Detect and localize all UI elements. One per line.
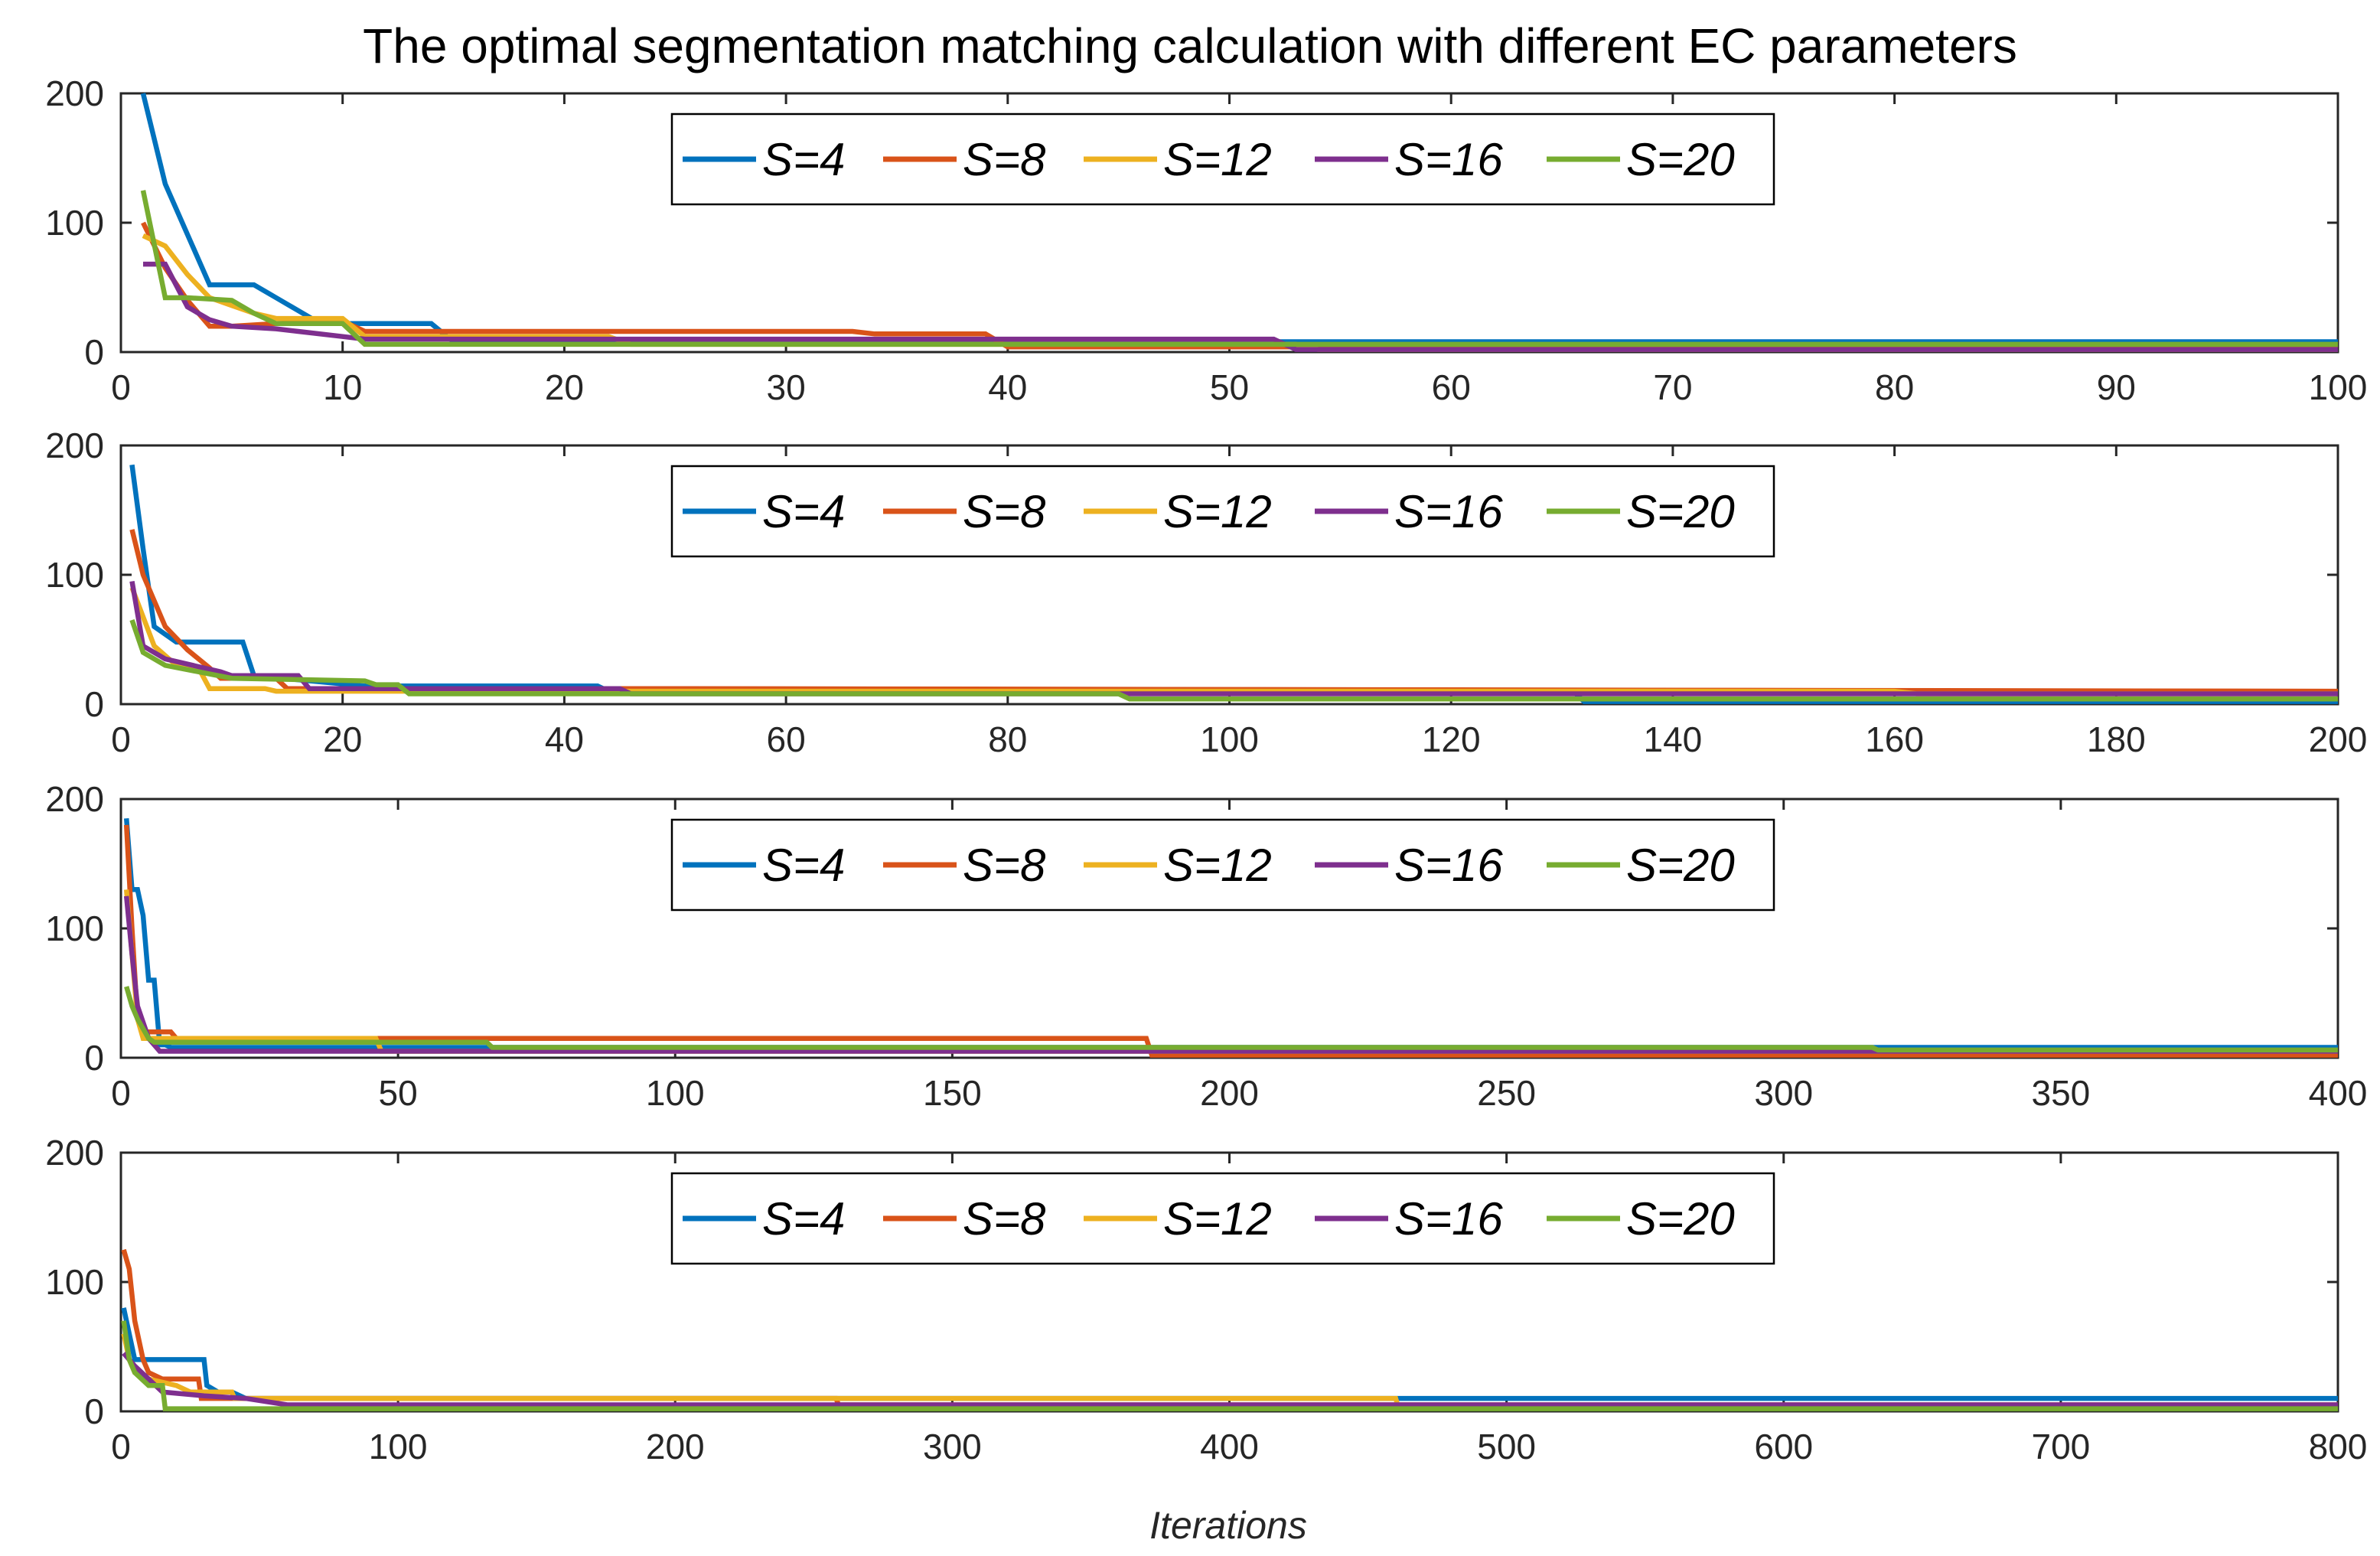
legend-label-s12: S=12 — [1163, 1193, 1272, 1244]
legend-label-s4: S=4 — [762, 840, 845, 891]
x-tick-label: 160 — [1865, 719, 1924, 759]
legend: S=4 S=8 S=12 S=16 S=20 — [670, 818, 1775, 912]
legend-label-s8: S=8 — [963, 1193, 1046, 1244]
legend-label-s4: S=4 — [762, 134, 845, 185]
legend: S=4 S=8 S=12 S=16 S=20 — [670, 1172, 1775, 1265]
x-tick-label: 80 — [988, 719, 1027, 759]
x-tick-label: 250 — [1477, 1073, 1536, 1113]
y-tick-label: 200 — [45, 426, 104, 465]
legend-label-s16: S=16 — [1394, 486, 1503, 537]
x-tick-label: 60 — [1432, 367, 1471, 407]
x-tick-label: 0 — [111, 719, 131, 759]
series-line-s8 — [141, 221, 2338, 350]
x-tick-label: 180 — [2087, 719, 2146, 759]
legend-label-s16: S=16 — [1394, 1193, 1503, 1244]
series-line-s20 — [140, 190, 2338, 347]
y-tick-label: 100 — [45, 555, 104, 595]
y-tick-label: 0 — [84, 1038, 104, 1078]
x-tick-label: 140 — [1644, 719, 1703, 759]
x-tick-label: 10 — [323, 367, 362, 407]
legend-label-s8: S=8 — [963, 840, 1046, 891]
x-tick-label: 90 — [2097, 367, 2136, 407]
x-tick-label: 50 — [379, 1073, 418, 1113]
x-tick-label: 0 — [111, 1427, 131, 1466]
y-tick-label: 0 — [84, 1391, 104, 1431]
legend: S=4 S=8 S=12 S=16 S=20 — [670, 113, 1775, 206]
y-tick-label: 200 — [45, 73, 104, 113]
legend-label-s20: S=20 — [1626, 840, 1735, 891]
y-tick-label: 100 — [45, 908, 104, 948]
series-line-s16 — [122, 1351, 2338, 1408]
series-line-s20 — [121, 1320, 2338, 1411]
legend-label-s12: S=12 — [1163, 134, 1272, 185]
x-tick-label: 350 — [2032, 1073, 2091, 1113]
legend-label-s16: S=16 — [1394, 134, 1503, 185]
legend-label-s4: S=4 — [762, 486, 845, 537]
x-tick-label: 60 — [767, 719, 806, 759]
legend-label-s16: S=16 — [1394, 840, 1503, 891]
x-tick-label: 200 — [1200, 1073, 1259, 1113]
y-tick-label: 0 — [84, 332, 104, 372]
x-tick-label: 800 — [2309, 1427, 2368, 1466]
x-tick-label: 400 — [1200, 1427, 1259, 1466]
x-tick-label: 0 — [111, 367, 131, 407]
legend-label-s12: S=12 — [1163, 840, 1272, 891]
legend-label-s20: S=20 — [1626, 486, 1735, 537]
x-tick-label: 500 — [1477, 1427, 1536, 1466]
series-line-s20 — [124, 986, 2338, 1053]
x-axis-label: Iterations — [1149, 1504, 1307, 1547]
x-tick-label: 400 — [2309, 1073, 2368, 1113]
y-tick-label: 100 — [45, 1262, 104, 1302]
figure-title: The optimal segmentation matching calcul… — [363, 18, 2017, 73]
series-line-s16 — [129, 580, 2338, 696]
x-tick-label: 600 — [1754, 1427, 1813, 1466]
y-tick-label: 200 — [45, 779, 104, 819]
x-tick-label: 200 — [646, 1427, 705, 1466]
legend-label-s4: S=4 — [762, 1193, 845, 1244]
x-tick-label: 50 — [1210, 367, 1249, 407]
chart-panel-3: 0 50 100 150 200 250 300 350 400 0 100 200 S=4 S=8 S=1… — [45, 779, 2367, 1113]
legend-label-s20: S=20 — [1626, 1193, 1735, 1244]
legend: S=4 S=8 S=12 S=16 S=20 — [670, 465, 1775, 558]
x-tick-label: 70 — [1653, 367, 1692, 407]
y-tick-label: 100 — [45, 203, 104, 243]
chart-panel-2: 0 20 40 60 80 100 120 140 160 180 200 0 100 200 S=4 S=8… — [45, 426, 2367, 759]
x-tick-label: 40 — [988, 367, 1027, 407]
x-tick-label: 0 — [111, 1073, 131, 1113]
y-tick-label: 0 — [84, 684, 104, 724]
series-line-s4 — [123, 818, 2338, 1050]
x-tick-label: 700 — [2032, 1427, 2091, 1466]
legend-label-s12: S=12 — [1163, 486, 1272, 537]
x-tick-label: 120 — [1422, 719, 1481, 759]
x-tick-label: 150 — [923, 1073, 982, 1113]
x-tick-label: 200 — [2309, 719, 2368, 759]
x-tick-label: 20 — [545, 367, 584, 407]
x-tick-label: 300 — [923, 1427, 982, 1466]
x-tick-label: 100 — [369, 1427, 428, 1466]
x-tick-label: 30 — [767, 367, 806, 407]
series-line-s20 — [129, 619, 2338, 702]
legend-label-s8: S=8 — [963, 486, 1046, 537]
x-tick-label: 40 — [545, 719, 584, 759]
legend-label-s20: S=20 — [1626, 134, 1735, 185]
x-tick-label: 100 — [1200, 719, 1259, 759]
x-tick-label: 20 — [323, 719, 362, 759]
x-tick-label: 100 — [646, 1073, 705, 1113]
x-tick-label: 80 — [1875, 367, 1914, 407]
y-tick-label: 200 — [45, 1133, 104, 1173]
x-tick-label: 300 — [1754, 1073, 1813, 1113]
x-tick-label: 100 — [2309, 367, 2368, 407]
legend-label-s8: S=8 — [963, 134, 1046, 185]
